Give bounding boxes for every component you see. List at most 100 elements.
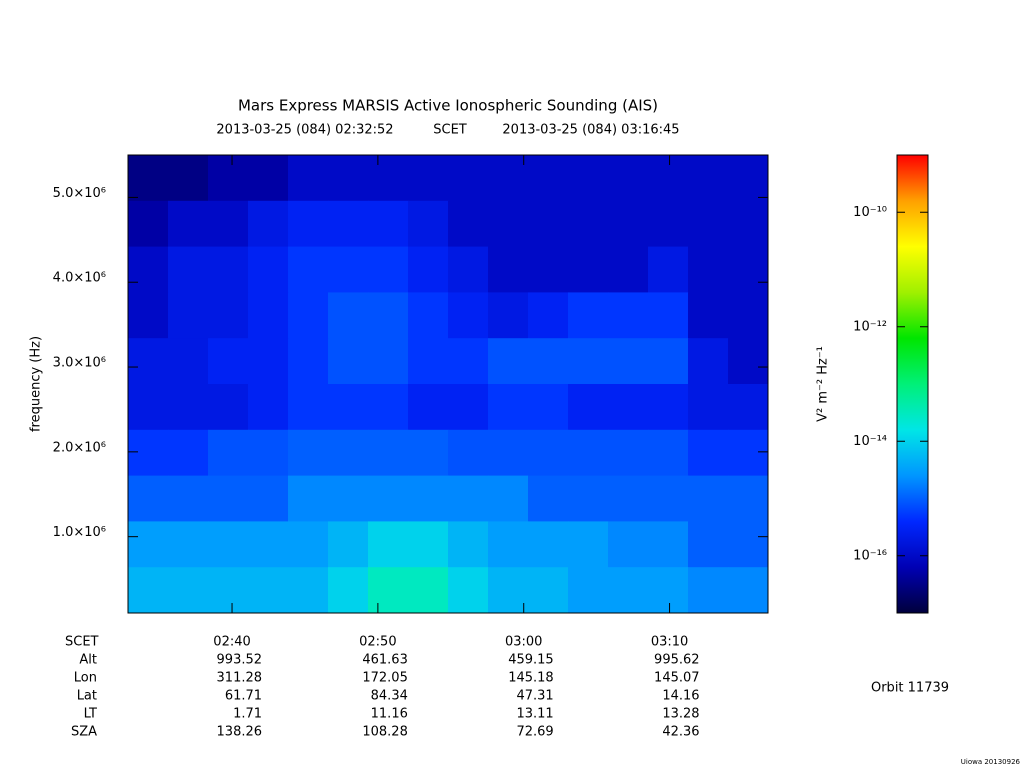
spectrogram-cell — [408, 338, 449, 385]
spectrogram-cell — [208, 246, 249, 293]
spectrogram-cell — [608, 155, 649, 202]
spectrogram-cell — [568, 429, 609, 477]
spectrogram-cell — [248, 292, 289, 339]
spectrogram-cell — [488, 200, 529, 248]
spectrogram-cell — [608, 246, 649, 293]
spectrogram-cell — [408, 567, 449, 614]
spectrogram-cell — [208, 292, 249, 339]
spectrogram-cell — [528, 246, 569, 293]
spectrogram-cell — [328, 429, 369, 477]
spectrogram-cell — [608, 384, 649, 431]
spectrogram-cell — [728, 292, 769, 339]
spectrogram-cell — [688, 155, 729, 202]
spectrogram-cell — [328, 521, 369, 568]
spectrogram-cell — [568, 475, 609, 522]
spectrogram-cell — [248, 567, 289, 614]
spectrogram-cell — [448, 567, 489, 614]
spectrogram-cell — [728, 338, 769, 385]
time-system: SCET — [433, 123, 467, 138]
spectrogram-cell — [488, 521, 529, 568]
spectrogram-cell — [408, 384, 449, 431]
spectrogram-cell — [728, 384, 769, 431]
spectrogram-cell — [288, 246, 329, 293]
spectrogram-cell — [448, 475, 489, 522]
spectrogram-cell — [328, 567, 369, 614]
chart-title: Mars Express MARSIS Active Ionospheric S… — [238, 97, 658, 115]
spectrogram-cell — [408, 200, 449, 248]
spectrogram-cell — [368, 475, 409, 522]
spectrogram-cell — [608, 475, 649, 522]
spectrogram-cell — [368, 292, 409, 339]
spectrogram-cell — [128, 475, 169, 522]
spectrogram-cell — [208, 475, 249, 522]
table-row-label: Alt — [79, 653, 97, 668]
spectrogram-cell — [568, 521, 609, 568]
spectrogram-cell — [368, 521, 409, 568]
spectrogram-cell — [448, 521, 489, 568]
spectrogram-cell — [488, 429, 529, 477]
spectrogram-cell — [328, 155, 369, 202]
spectrogram-cell — [248, 246, 289, 293]
spectrogram-cell — [128, 384, 169, 431]
spectrogram-cell — [568, 338, 609, 385]
x-tick-label: 02:40 — [213, 635, 250, 650]
table-value: 14.16 — [662, 689, 699, 704]
spectrogram-cell — [728, 155, 769, 202]
spectrogram-cell — [648, 338, 689, 385]
spectrogram-cell — [728, 200, 769, 248]
table-value: 311.28 — [217, 671, 263, 686]
y-axis-label: frequency (Hz) — [29, 336, 44, 432]
spectrogram-cell — [368, 200, 409, 248]
spectrogram-cell — [688, 338, 729, 385]
spectrogram-cell — [208, 429, 249, 477]
spectrogram-cell — [168, 384, 209, 431]
spectrogram-cell — [208, 521, 249, 568]
plot-frame — [127, 154, 769, 614]
credit: Uiowa 20130926 — [961, 758, 1021, 766]
orbit: Orbit 11739 — [871, 681, 949, 696]
spectrogram-cell — [288, 292, 329, 339]
spectrogram-cell — [648, 246, 689, 293]
spectrogram-cell — [528, 567, 569, 614]
spectrogram-cell — [328, 200, 369, 248]
spectrogram-cell — [288, 567, 329, 614]
spectrogram-cell — [688, 292, 729, 339]
spectrogram-cell — [568, 200, 609, 248]
end-time: 2013-03-25 (084) 03:16:45 — [502, 123, 679, 138]
spectrogram-cell — [288, 429, 329, 477]
spectrogram-cell — [328, 475, 369, 522]
spectrogram-cell — [488, 246, 529, 293]
table-row-label: Lat — [77, 689, 97, 704]
spectrogram-cell — [248, 521, 289, 568]
spectrogram-cell — [648, 475, 689, 522]
spectrogram-cell — [608, 338, 649, 385]
spectrogram-cell — [248, 200, 289, 248]
spectrogram-cell — [488, 338, 529, 385]
spectrogram-cell — [448, 429, 489, 477]
table-row-label: SZA — [71, 725, 97, 740]
spectrogram-cell — [608, 567, 649, 614]
spectrogram-cell — [408, 429, 449, 477]
table-value: 145.18 — [508, 671, 554, 686]
spectrogram-cell — [208, 567, 249, 614]
spectrogram-cell — [368, 384, 409, 431]
spectrogram-cell — [488, 292, 529, 339]
spectrogram-cell — [528, 475, 569, 522]
spectrogram-cell — [648, 155, 689, 202]
spectrogram-cell — [648, 384, 689, 431]
spectrogram-cell — [488, 567, 529, 614]
table-value: 995.62 — [654, 653, 700, 668]
spectrogram-cell — [568, 155, 609, 202]
spectrogram-cell — [288, 475, 329, 522]
spectrogram-cell — [248, 338, 289, 385]
spectrogram-cell — [568, 567, 609, 614]
table-value: 459.15 — [508, 653, 554, 668]
spectrogram-cell — [688, 567, 729, 614]
spectrogram-cell — [688, 429, 729, 477]
spectrogram-cell — [528, 521, 569, 568]
y-tick-label: 4.0×10⁶ — [53, 271, 106, 286]
spectrogram-cell — [288, 384, 329, 431]
spectrogram-cell — [368, 338, 409, 385]
table-value: 145.07 — [654, 671, 700, 686]
spectrogram-cell — [448, 338, 489, 385]
